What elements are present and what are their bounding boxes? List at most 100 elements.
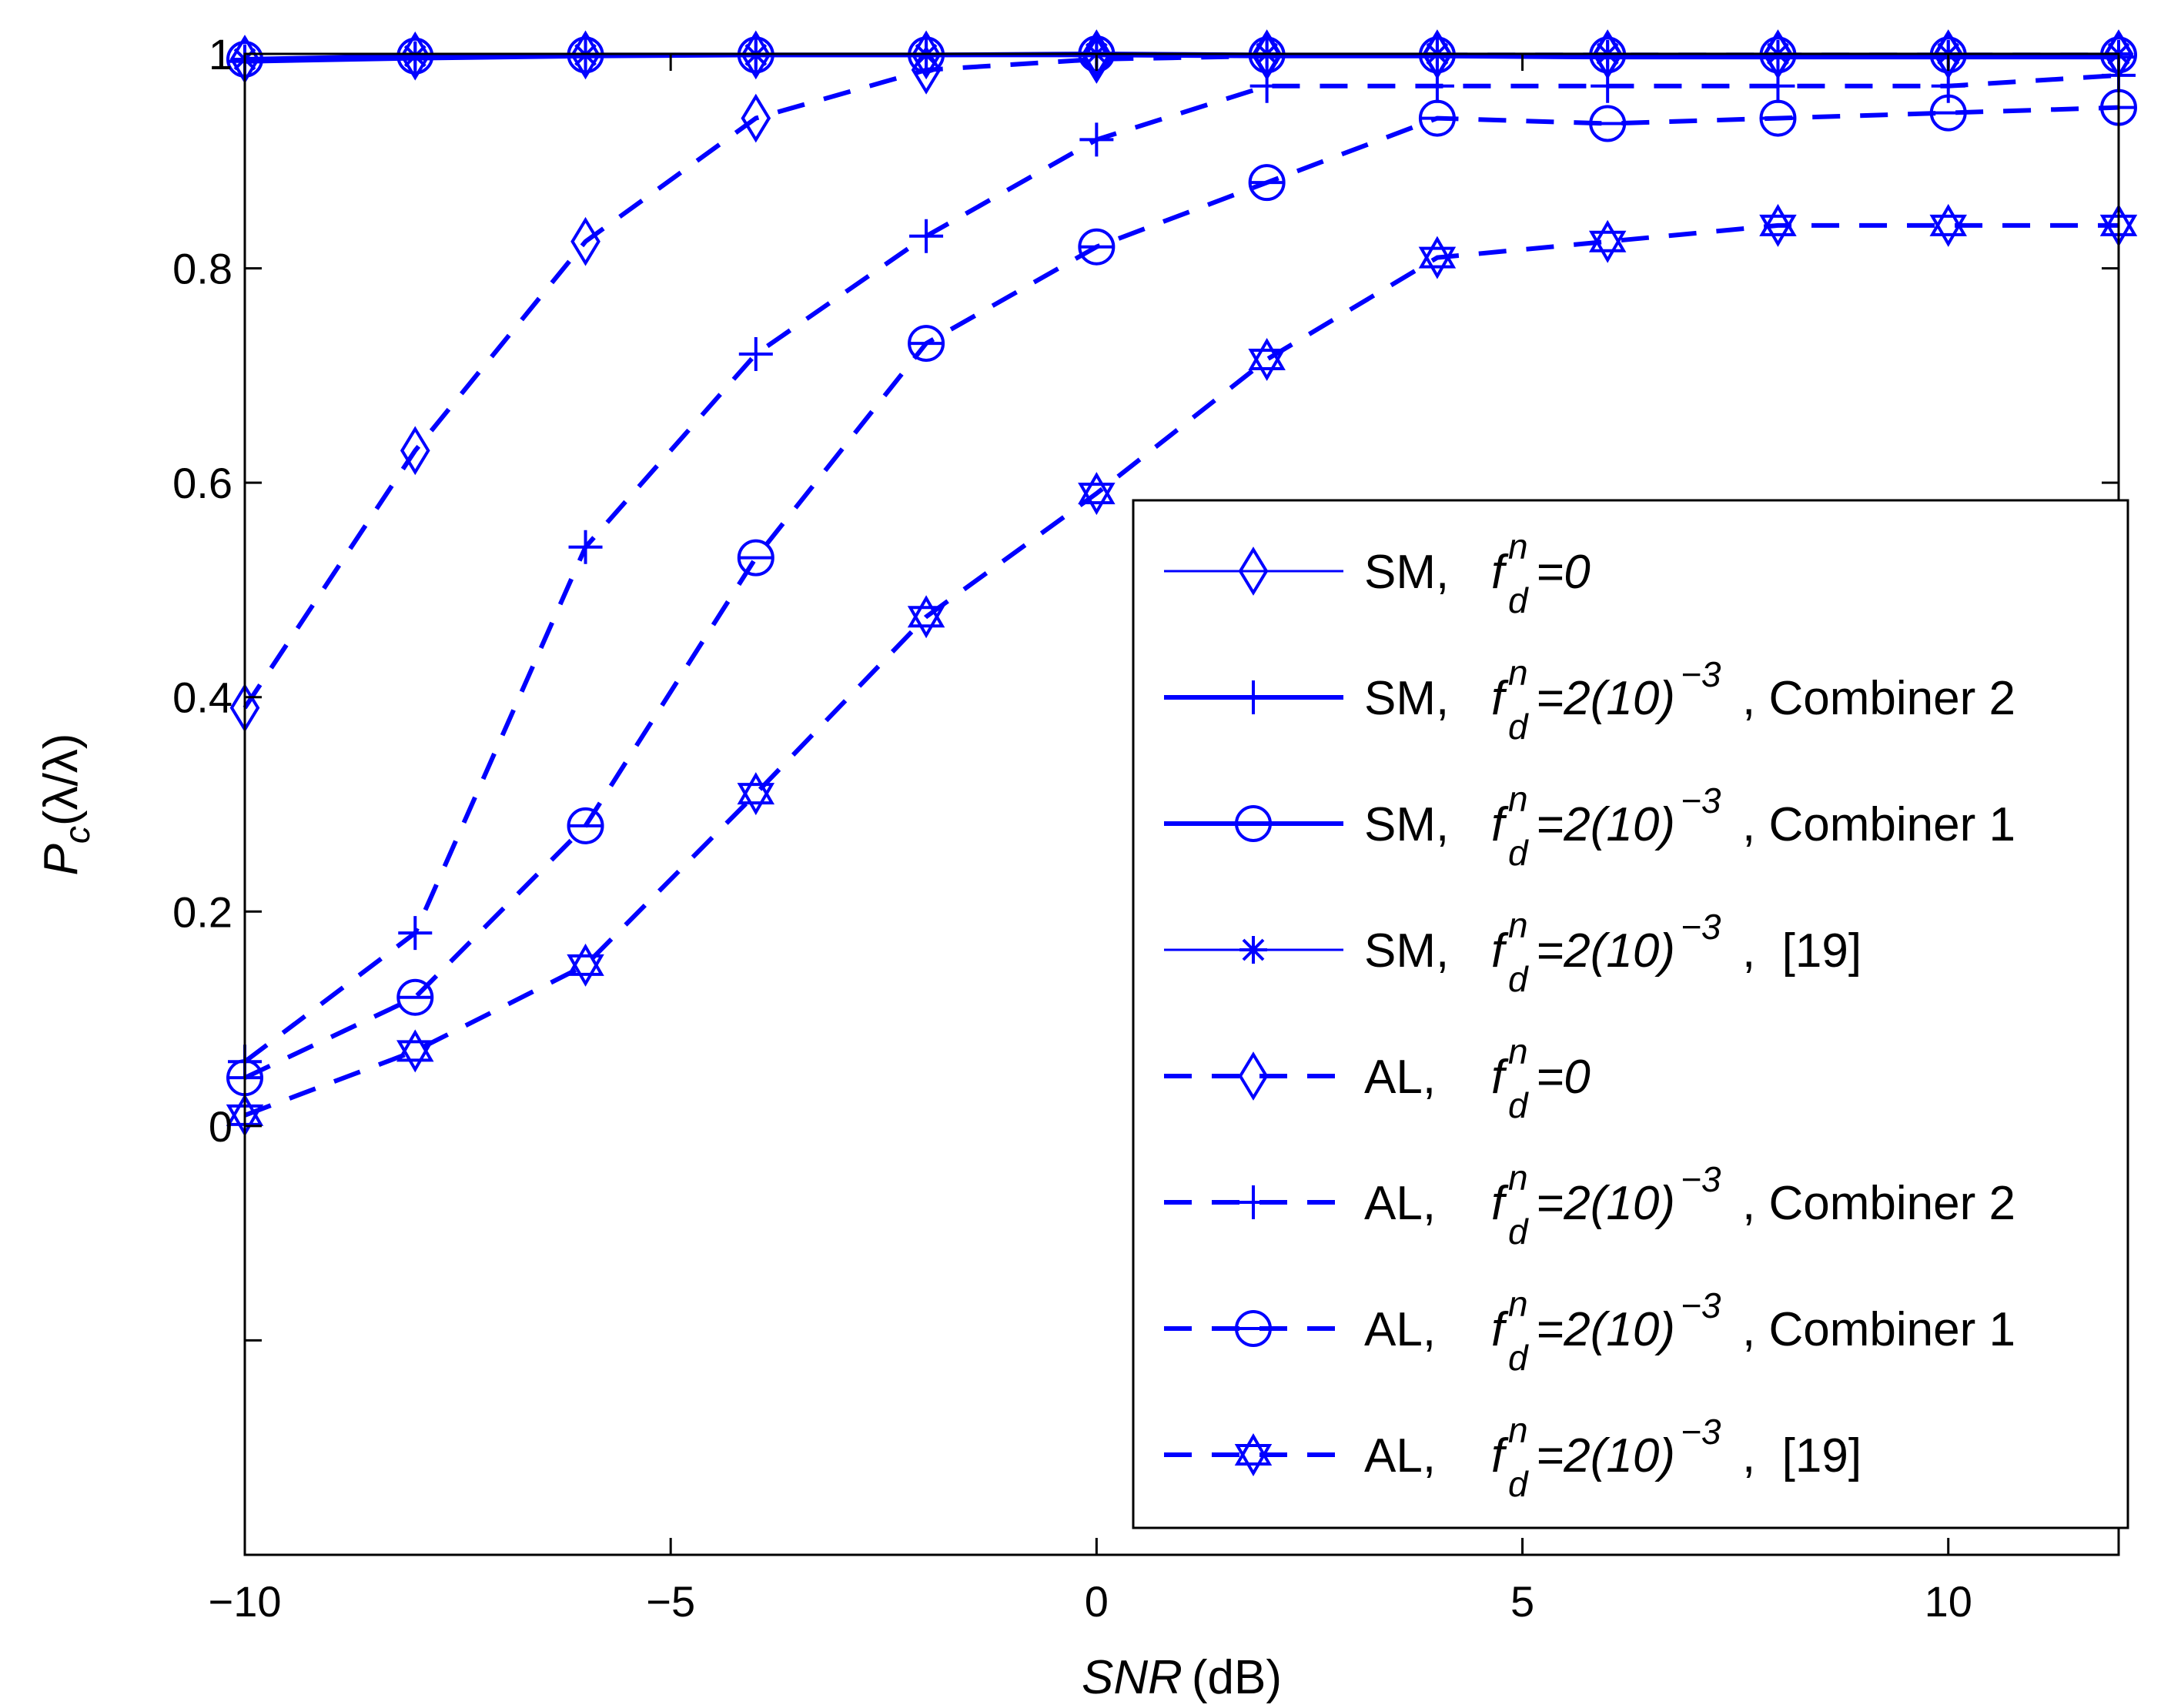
legend-symbol-sup: n (1508, 526, 1528, 567)
legend-value: =2(10) (1536, 924, 1675, 978)
data-point (568, 530, 603, 564)
legend-entry-3: SM, f nd=2(10) −3, Combiner 1 (1164, 779, 2015, 873)
data-point (398, 916, 433, 951)
legend-marker (1235, 805, 1272, 842)
x-tick-label: −10 (209, 1577, 282, 1626)
hexagram-marker-down (737, 783, 775, 816)
data-point (1418, 236, 1457, 279)
hexagram-marker-down (1588, 230, 1627, 263)
legend-label: AL, (1364, 1051, 1436, 1104)
data-point (1420, 69, 1454, 103)
data-point (737, 539, 774, 577)
legend-suffix: , Combiner 1 (1742, 1303, 2015, 1356)
legend-suffix: , [19] (1742, 924, 1862, 978)
legend-label: AL, (1364, 1429, 1436, 1482)
hexagram-marker-up (1759, 203, 1797, 236)
hexagram-marker-up (737, 772, 775, 805)
data-point (567, 943, 604, 987)
legend-box (1132, 499, 2129, 1529)
plus-marker-shape (1761, 69, 1795, 103)
y-tick-label: 0.4 (172, 674, 232, 722)
plus-marker-shape (909, 219, 944, 253)
hexagram-marker-up (1078, 472, 1116, 505)
hexagram-marker-up (396, 1029, 434, 1062)
legend-value: =2(10) (1536, 1429, 1675, 1482)
hexagram-marker-down (396, 1040, 434, 1073)
legend-symbol-sub: d (1508, 1464, 1529, 1504)
legend-entry-4: SM, f nd=2(10) −3, [19] (1164, 905, 1862, 999)
data-point (1589, 105, 1627, 142)
asterisk-marker-shape (401, 42, 430, 70)
diamond-marker-shape (911, 45, 942, 95)
data-point (1588, 219, 1627, 263)
data-point (1761, 69, 1795, 103)
data-point (1078, 228, 1116, 266)
hexagram-marker-up (1588, 219, 1627, 252)
data-point (1248, 337, 1286, 381)
legend: SM, f nd=0SM, f nd=2(10) −3, Combiner 2SM, f nd… (1132, 499, 2129, 1529)
plus-marker-shape (1079, 122, 1114, 157)
x-tick-label: −5 (646, 1577, 695, 1626)
legend-exponent: −3 (1681, 780, 1721, 821)
data-point (909, 219, 944, 253)
x-tick-label: 0 (1085, 1577, 1109, 1626)
x-axis-label-var: SNR (1082, 1651, 1182, 1704)
diamond-marker-shape (741, 93, 771, 143)
data-point (1591, 69, 1625, 103)
legend-symbol-sub: d (1508, 1085, 1529, 1125)
y-tick-label: 1 (209, 30, 232, 79)
legend-exponent: −3 (1681, 1412, 1721, 1452)
hexagram-marker-down (567, 954, 604, 987)
hexagram-marker-down (1234, 1444, 1273, 1476)
legend-value: =2(10) (1536, 672, 1675, 725)
legend-symbol-sup: n (1508, 779, 1528, 819)
legend-suffix: , Combiner 1 (1742, 798, 2015, 851)
hexagram-marker-up (1418, 236, 1457, 269)
data-point (907, 595, 945, 639)
legend-exponent: −3 (1681, 1159, 1721, 1199)
legend-symbol-sup: n (1508, 905, 1528, 945)
legend-entry-2: SM, f nd=2(10) −3, Combiner 2 (1164, 653, 2015, 747)
legend-exponent: −3 (1681, 654, 1721, 694)
plus-marker-shape (1591, 69, 1625, 103)
legend-entry-8: AL, f nd=2(10) −3, [19] (1164, 1410, 1862, 1504)
legend-symbol-sub: d (1508, 1338, 1529, 1378)
data-point (1759, 203, 1797, 247)
hexagram-marker-down (1759, 214, 1797, 247)
legend-label: AL, (1364, 1303, 1436, 1356)
legend-label: AL, (1364, 1177, 1436, 1230)
plus-marker-shape (398, 916, 433, 951)
data-point (570, 216, 600, 266)
data-point (1929, 94, 1967, 132)
legend-marker (1234, 1433, 1273, 1476)
legend-exponent: −3 (1681, 907, 1721, 947)
legend-entry-1: SM, f nd=0 (1164, 526, 1591, 620)
x-axis-label: SNR (dB) (1082, 1651, 1282, 1704)
y-axis-label-rest: (λ/λ) (35, 734, 88, 827)
legend-label: SM, (1364, 924, 1449, 978)
series-6 (228, 58, 2136, 1079)
hexagram-marker-down (907, 606, 945, 639)
legend-symbol-sup: n (1508, 1410, 1528, 1450)
hexagram-marker-up (907, 595, 945, 628)
legend-marker (1238, 1051, 1269, 1101)
y-axis-label-main: P (35, 844, 88, 875)
circle-marker-shape (1235, 805, 1272, 842)
legend-symbol-sup: n (1508, 653, 1528, 693)
y-tick-label: 0 (209, 1102, 232, 1151)
legend-exponent: −3 (1681, 1285, 1721, 1325)
hexagram-marker-up (1234, 1433, 1273, 1466)
diamond-marker-shape (400, 426, 430, 476)
legend-label: SM, (1364, 672, 1449, 725)
legend-symbol-sup: n (1508, 1284, 1528, 1324)
legend-marker (1236, 680, 1270, 714)
data-point (1082, 35, 1112, 84)
x-tick-label: 10 (1925, 1577, 1972, 1626)
diamond-marker-shape (1238, 546, 1269, 596)
plus-marker-shape (1236, 1185, 1270, 1219)
hexagram-marker-down (1418, 246, 1457, 279)
diamond-marker-shape (570, 216, 600, 266)
y-tick-label: 0.2 (172, 887, 232, 936)
legend-value: =2(10) (1536, 1177, 1675, 1230)
hexagram-marker-up (1929, 203, 1967, 236)
